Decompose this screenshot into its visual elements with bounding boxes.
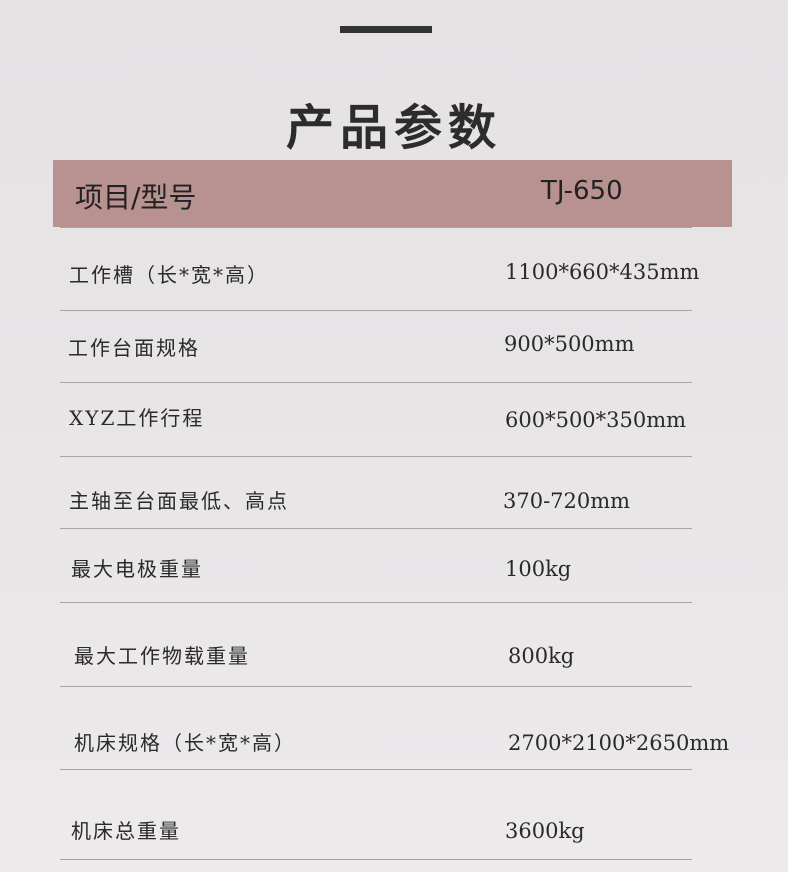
row-value: 900*500mm: [504, 332, 635, 356]
table-header: 项目/型号 TJ-650: [53, 160, 732, 227]
row-label: 机床总重量: [71, 819, 181, 843]
row-value: 2700*2100*2650mm: [508, 731, 730, 755]
decorative-bar: [340, 26, 432, 33]
divider: [60, 769, 692, 770]
row-label: 主轴至台面最低、高点: [69, 489, 289, 513]
divider: [60, 528, 692, 529]
row-value: 600*500*350mm: [505, 408, 687, 432]
row-value: 3600kg: [505, 819, 585, 843]
row-label: XYZ工作行程: [69, 406, 205, 430]
row-label: 最大电极重量: [71, 557, 203, 581]
row-value: 370-720mm: [503, 489, 631, 513]
row-label: 机床规格（长*宽*高）: [74, 731, 296, 755]
row-value: 800kg: [508, 644, 575, 668]
row-label: 最大工作物载重量: [74, 644, 250, 668]
header-label: 项目/型号: [75, 181, 197, 214]
divider: [60, 227, 692, 228]
divider: [60, 382, 692, 383]
page-title: 产品参数: [285, 100, 502, 156]
divider: [60, 859, 692, 860]
header-model: TJ-650: [541, 176, 623, 206]
divider: [60, 310, 692, 311]
row-label: 工作槽（长*宽*高）: [69, 263, 269, 287]
divider: [60, 456, 692, 457]
divider: [60, 602, 692, 603]
row-value: 1100*660*435mm: [505, 260, 700, 284]
divider: [60, 686, 692, 687]
row-value: 100kg: [505, 557, 572, 581]
row-label: 工作台面规格: [68, 336, 200, 360]
